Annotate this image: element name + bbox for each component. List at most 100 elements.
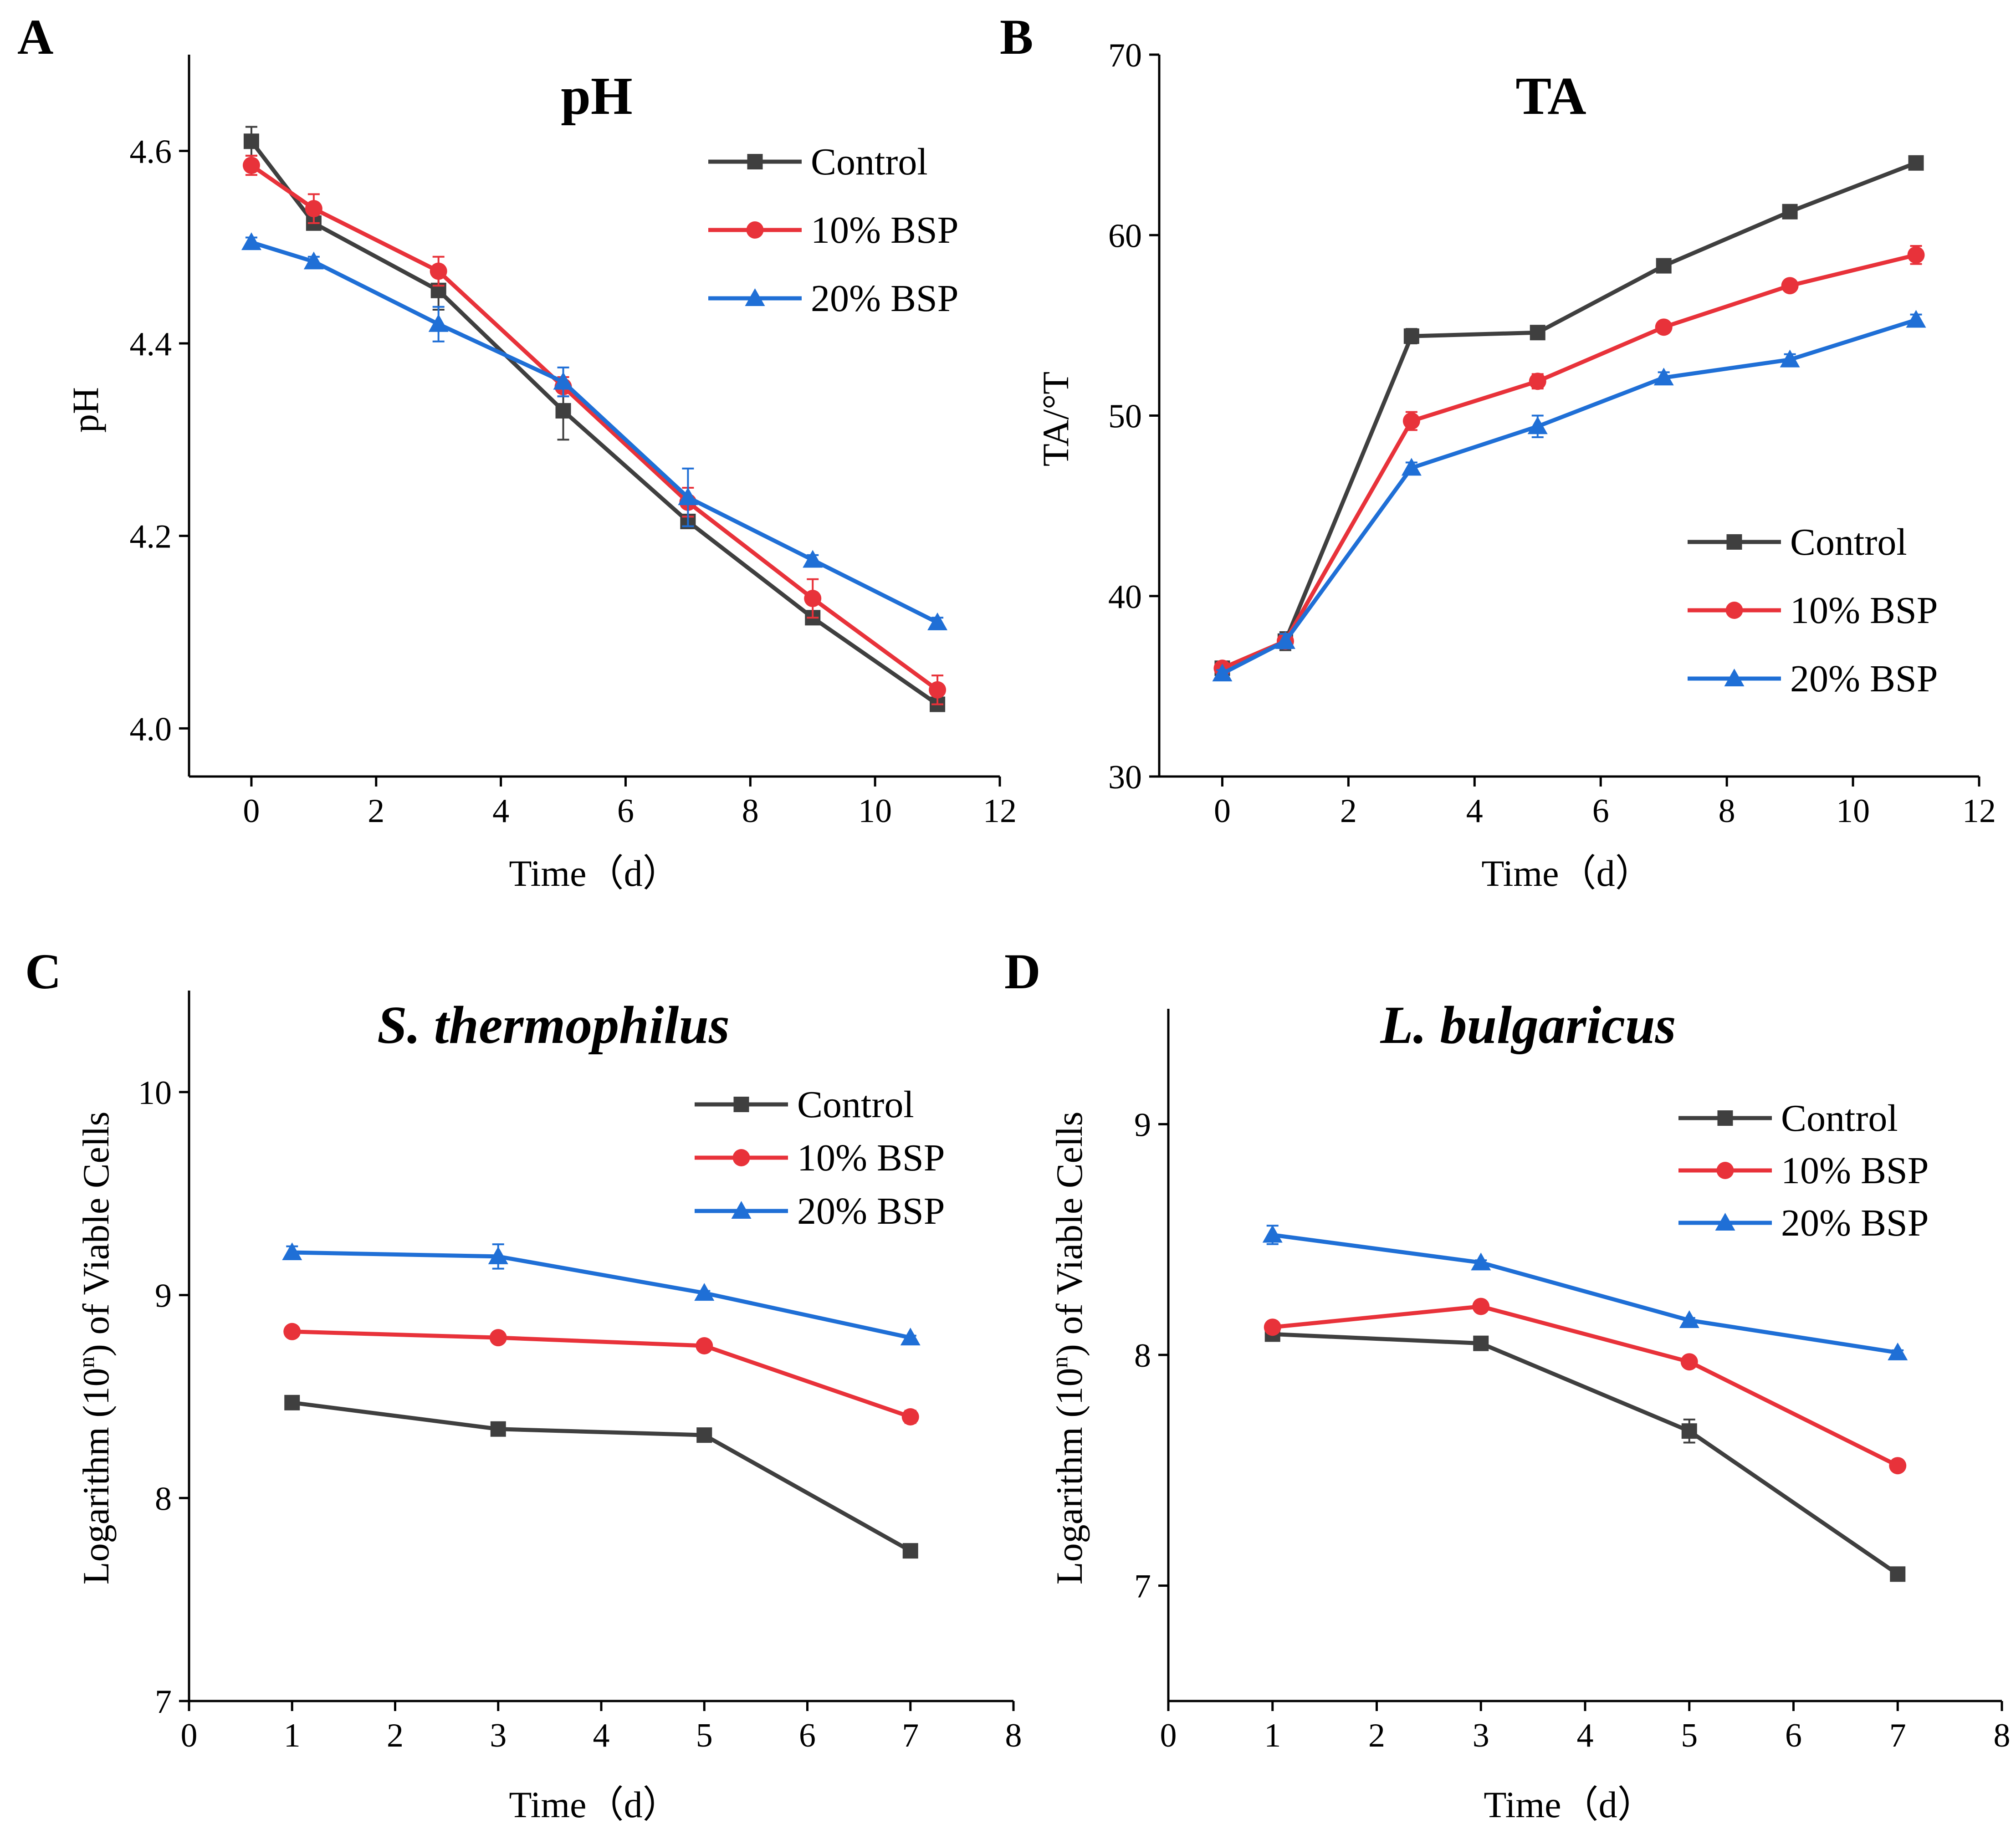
x-tick-label: 6 bbox=[799, 1717, 816, 1754]
chart-title: L. bulgaricus bbox=[1380, 995, 1676, 1055]
data-point bbox=[283, 1323, 301, 1340]
y-axis-label-superscript: n bbox=[73, 1356, 99, 1368]
legend-label: 10% BSP bbox=[797, 1137, 945, 1179]
panel-letter-a: A bbox=[17, 9, 53, 65]
y-axis-label-part: Logarithm (10 bbox=[75, 1368, 117, 1584]
legend-entry-bsp20: 20% BSP bbox=[1678, 1202, 1929, 1244]
y-axis-label-superscript: n bbox=[1047, 1356, 1072, 1368]
data-point bbox=[1888, 1342, 1908, 1360]
y-tick-label: 4.0 bbox=[130, 710, 172, 748]
x-tick-label: 2 bbox=[368, 792, 384, 830]
data-point bbox=[1780, 349, 1800, 368]
legend-entry-control: Control bbox=[1678, 1097, 1898, 1139]
series-control bbox=[1264, 1326, 1906, 1582]
y-axis-label-part: ) of Viable Cells bbox=[1049, 1112, 1090, 1357]
y-tick-label: 9 bbox=[155, 1277, 172, 1315]
data-point bbox=[1473, 1335, 1489, 1351]
data-point bbox=[1680, 1353, 1698, 1371]
y-tick-label: 4.6 bbox=[130, 133, 172, 170]
x-axis-label: Time（d） bbox=[509, 1784, 680, 1825]
x-tick-label: 4 bbox=[593, 1717, 610, 1754]
panel-letter-b: B bbox=[1000, 9, 1033, 65]
legend-marker bbox=[1724, 669, 1745, 686]
data-point bbox=[804, 590, 822, 608]
series-line bbox=[1270, 1304, 1900, 1468]
y-tick-label: 8 bbox=[1134, 1337, 1151, 1374]
x-tick-label: 0 bbox=[1160, 1717, 1177, 1754]
x-tick-label: 5 bbox=[1681, 1717, 1698, 1754]
legend-entry-bsp20: 20% BSP bbox=[708, 277, 958, 320]
legend-marker bbox=[746, 221, 764, 239]
panel-letter-d: D bbox=[1004, 944, 1040, 999]
chart-title: S. thermophilus bbox=[377, 995, 730, 1055]
legend-marker bbox=[745, 288, 765, 306]
legend-label: 10% BSP bbox=[811, 209, 958, 251]
legend-label: Control bbox=[797, 1083, 914, 1126]
x-tick-label: 6 bbox=[1592, 792, 1609, 830]
data-point bbox=[1527, 416, 1548, 434]
data-point bbox=[1907, 246, 1925, 264]
data-point bbox=[1402, 412, 1420, 430]
panel-a: A 0 2 4 6 8 10 12 4.0 4.2 4.4 4.6 pH Time（d） pH Control… bbox=[17, 9, 1017, 894]
legend-label: 10% BSP bbox=[1781, 1150, 1929, 1192]
x-tick-label: 10 bbox=[858, 792, 892, 830]
data-point bbox=[694, 1283, 715, 1301]
x-tick-label: 2 bbox=[1368, 1717, 1385, 1754]
legend-entry-bsp10: 10% BSP bbox=[708, 209, 958, 251]
x-tick-label: 3 bbox=[490, 1717, 507, 1754]
data-point bbox=[1472, 1298, 1490, 1315]
data-point bbox=[1212, 664, 1233, 682]
series-line bbox=[1270, 1233, 1900, 1355]
data-point bbox=[803, 550, 823, 568]
legend-marker bbox=[1725, 602, 1743, 619]
x-tick-label: 3 bbox=[1473, 1717, 1489, 1754]
data-point bbox=[553, 372, 573, 390]
data-point bbox=[1679, 1310, 1699, 1328]
x-tick-label: 4 bbox=[492, 792, 509, 830]
legend-label: Control bbox=[1790, 521, 1907, 563]
data-point bbox=[1908, 155, 1924, 171]
data-point bbox=[696, 1337, 713, 1354]
x-tick-label: 7 bbox=[1889, 1717, 1906, 1754]
legend-label: 10% BSP bbox=[1790, 589, 1938, 632]
panel-letter-c: C bbox=[25, 944, 61, 999]
data-point bbox=[1471, 1252, 1491, 1271]
x-tick-label: 8 bbox=[742, 792, 759, 830]
data-point bbox=[927, 612, 948, 630]
y-tick-label: 40 bbox=[1108, 578, 1142, 616]
y-tick-label: 4.2 bbox=[130, 518, 172, 556]
x-tick-label: 4 bbox=[1466, 792, 1483, 830]
data-point bbox=[1264, 1318, 1281, 1336]
y-axis-label-part: ) of Viable Cells bbox=[75, 1112, 117, 1357]
data-point bbox=[1655, 318, 1673, 336]
legend-label: 20% BSP bbox=[797, 1190, 945, 1232]
x-tick-label: 8 bbox=[1005, 1717, 1022, 1754]
legend-marker bbox=[731, 1201, 752, 1219]
data-point bbox=[1889, 1457, 1907, 1475]
legend-entry-bsp10: 10% BSP bbox=[1688, 589, 1938, 632]
data-point bbox=[1262, 1225, 1283, 1243]
data-point bbox=[428, 314, 449, 332]
data-point bbox=[1530, 325, 1545, 341]
data-point bbox=[901, 1408, 919, 1425]
series-bsp10 bbox=[1264, 1298, 1907, 1475]
series-bsp10 bbox=[283, 1323, 919, 1425]
legend-label: Control bbox=[1781, 1097, 1898, 1139]
data-point bbox=[1656, 258, 1672, 274]
legend-entry-bsp10: 10% BSP bbox=[1678, 1150, 1929, 1192]
series-control bbox=[284, 1395, 918, 1559]
series-bsp20 bbox=[241, 232, 948, 630]
x-tick-label: 6 bbox=[617, 792, 634, 830]
legend-marker bbox=[732, 1149, 750, 1166]
data-point bbox=[1782, 204, 1798, 220]
series-line bbox=[290, 1329, 913, 1419]
y-tick-label: 30 bbox=[1108, 759, 1142, 796]
x-axis-label: Time（d） bbox=[1481, 853, 1652, 894]
legend-label: 20% BSP bbox=[1790, 658, 1938, 700]
panel-b: B 0 2 4 6 8 10 12 30 40 50 60 70 TA Time（d） TA/°T Contro… bbox=[1000, 9, 1996, 894]
series-bsp20 bbox=[1262, 1225, 1908, 1360]
data-point bbox=[282, 1242, 302, 1260]
data-point bbox=[696, 1427, 712, 1443]
y-tick-label: 70 bbox=[1108, 37, 1142, 74]
